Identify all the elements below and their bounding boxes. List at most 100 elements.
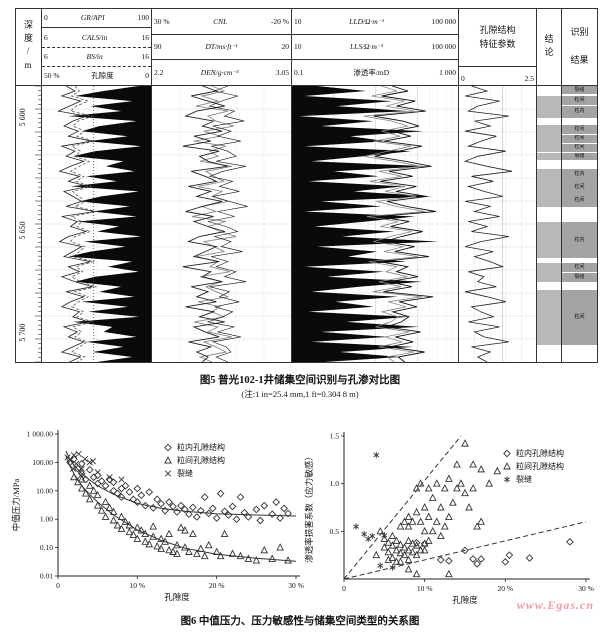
psp-title-line2: 特征参数 xyxy=(479,38,516,49)
point-diamond xyxy=(477,555,485,563)
point-triangle xyxy=(192,549,201,557)
point-triangle xyxy=(428,493,437,501)
point-triangle xyxy=(424,536,433,544)
track2-header: 30 % CNL -20 % 90 DT/ms·ft⁻¹ 20 2.2 DEN/g·cm⁻³ 3… xyxy=(152,9,291,86)
point-triangle xyxy=(173,540,181,549)
track1-column: 0 GR/API 100 6 CALS/in 16 6 BS/in 16 50 % 孔隙度 0 xyxy=(41,9,152,362)
header-row-DT/ms·ft⁻¹: 90 DT/ms·ft⁻¹ 20 xyxy=(152,35,291,61)
header-row-GR/API: 0 GR/API 100 xyxy=(42,9,151,29)
result-header: 识别 结果 xyxy=(562,9,597,86)
point-triangle xyxy=(420,546,429,554)
point-triangle xyxy=(220,529,229,537)
point-triangle xyxy=(424,512,433,520)
point-triangle xyxy=(469,460,477,468)
cals-curve xyxy=(69,86,98,362)
point-triangle xyxy=(473,522,481,530)
y-tick-label: 1.5 xyxy=(330,432,340,441)
result-band: 粒间 xyxy=(562,134,597,143)
point-triangle xyxy=(493,466,502,475)
gr-curve xyxy=(57,86,95,362)
point-triangle xyxy=(396,557,405,565)
scale-min: 10 xyxy=(294,16,302,26)
conclusion-bands xyxy=(537,86,561,362)
point-triangle xyxy=(284,556,292,564)
point-triangle xyxy=(260,545,269,554)
point-triangle xyxy=(440,484,449,492)
point-triangle xyxy=(244,554,253,562)
y-tick-label: 1.00 xyxy=(40,515,53,524)
point-triangle xyxy=(461,488,469,497)
lld-curve xyxy=(373,86,436,362)
point-diamond xyxy=(145,488,154,496)
point-triangle xyxy=(165,545,173,554)
point-diamond xyxy=(236,493,245,501)
track3-header: 10 LLD/Ω·m⁻¹ 100 000 10 LLS/Ω·m⁻¹ 100 000 0.1 渗… xyxy=(292,9,458,86)
curve-name: DEN/g·cm⁻³ xyxy=(200,67,239,77)
point-x xyxy=(67,457,74,464)
point-diamond xyxy=(164,443,172,452)
porosity-fill xyxy=(68,86,152,362)
point-diamond xyxy=(85,465,94,474)
point-diamond xyxy=(473,559,481,568)
point-diamond xyxy=(503,449,511,458)
result-band-label: 粒间 xyxy=(574,198,585,204)
point-triangle xyxy=(276,543,284,551)
depth-label: 5 600 xyxy=(18,108,27,126)
point-triangle xyxy=(372,550,381,559)
point-triangle xyxy=(449,498,457,506)
point-diamond xyxy=(244,513,253,521)
point-diamond xyxy=(177,501,185,510)
point-diamond xyxy=(208,504,217,513)
point-triangle xyxy=(392,536,401,544)
scale-max: 20 xyxy=(281,42,289,52)
point-triangle xyxy=(420,526,429,535)
depth-axis-title: 深度/m xyxy=(16,9,41,86)
curve-name: GR/API xyxy=(80,13,105,23)
point-triangle xyxy=(236,551,245,560)
point-triangle xyxy=(424,484,433,492)
point-triangle xyxy=(384,547,393,556)
result-band: 裂缝 xyxy=(562,152,597,161)
psp-curve xyxy=(463,86,513,362)
x-tick-label: 0 xyxy=(342,584,346,593)
x-axis-title: 孔隙度 xyxy=(452,595,478,605)
point-triangle xyxy=(101,497,110,506)
point-diamond xyxy=(461,546,469,555)
point-diamond xyxy=(73,464,82,473)
point-triangle xyxy=(412,541,421,549)
point-triangle xyxy=(149,522,158,530)
x-tick-label: 30 % xyxy=(288,581,304,590)
result-band-label: 粒内 xyxy=(574,237,585,243)
y-axis-title: 渗透率损害系数（应力敏感） xyxy=(304,452,314,563)
x-tick-label: 10 % xyxy=(130,581,146,590)
scale-max: 16 xyxy=(141,51,150,61)
point-triangle xyxy=(169,547,177,555)
point-triangle xyxy=(121,517,130,525)
permeability-fill xyxy=(292,86,439,362)
legend-label: 粒间孔隙结构 xyxy=(177,455,225,465)
track1-header: 0 GR/API 100 6 CALS/in 16 6 BS/in 16 50 % 孔隙度 0 xyxy=(42,9,151,86)
track3-curves xyxy=(292,86,459,362)
track4-header: 孔隙结构 特征参数 0 2.5 xyxy=(459,9,536,86)
point-triangle xyxy=(137,526,146,534)
y-tick-label: 0.5 xyxy=(330,527,340,536)
scale-max: 3.05 xyxy=(275,67,289,77)
point-x xyxy=(81,456,89,463)
point-diamond xyxy=(149,504,158,512)
point-x xyxy=(118,476,125,483)
result-band: 粒内 xyxy=(562,105,597,118)
header-row-BS/in: 6 BS/in 16 xyxy=(42,48,151,67)
result-band: 粒间 xyxy=(562,95,597,105)
point-triangle xyxy=(396,540,405,548)
point-diamond xyxy=(284,509,292,518)
point-triangle xyxy=(185,547,193,555)
result-band-label: 裂缝 xyxy=(574,153,585,159)
scale-min: 6 xyxy=(44,51,48,61)
point-diamond xyxy=(220,507,229,516)
point-triangle xyxy=(388,553,397,561)
track2-column: 30 % CNL -20 % 90 DT/ms·ft⁻¹ 20 2.2 DEN/g·cm⁻³ 3… xyxy=(151,9,292,362)
point-triangle xyxy=(89,486,98,494)
point-triangle xyxy=(77,475,86,483)
point-triangle xyxy=(465,503,473,511)
point-triangle xyxy=(404,512,413,520)
